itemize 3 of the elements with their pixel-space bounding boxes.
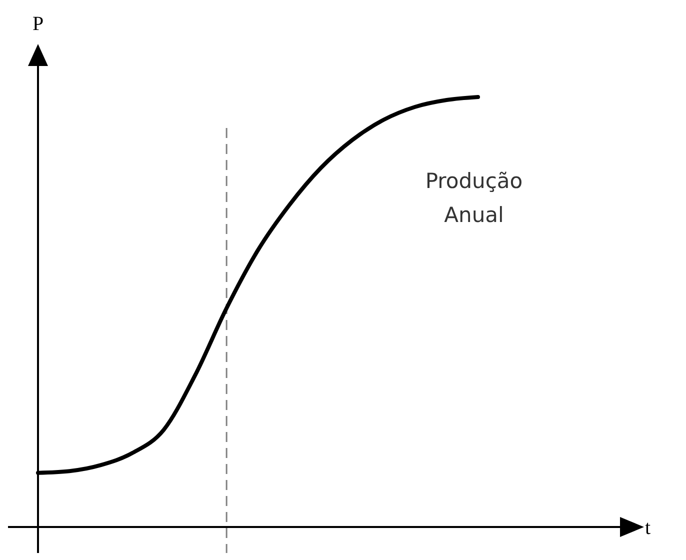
text: t [645, 517, 651, 539]
annotation: Produção Anual [425, 169, 523, 227]
y-axis-title: P [32, 13, 44, 35]
